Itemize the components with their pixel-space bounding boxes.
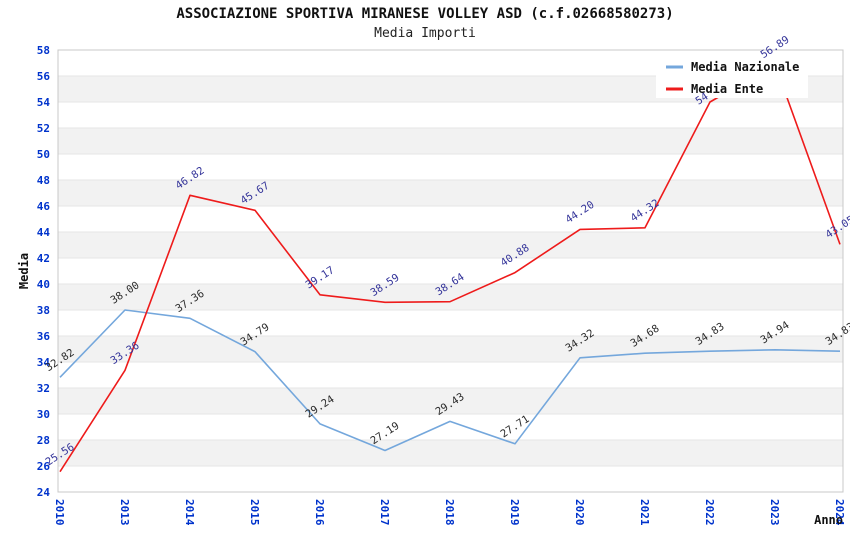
x-tick-label: 2023 <box>768 499 781 526</box>
x-axis-title: Anno <box>814 513 843 527</box>
y-tick-label: 24 <box>37 486 51 499</box>
x-tick-label: 2020 <box>573 499 586 526</box>
plot-background <box>58 50 843 492</box>
y-tick-label: 26 <box>37 460 51 473</box>
y-tick-label: 52 <box>37 122 50 135</box>
x-tick-label: 2010 <box>53 499 66 526</box>
x-tick-label: 2014 <box>183 499 196 526</box>
y-tick-label: 34 <box>37 356 51 369</box>
plot-band <box>58 128 843 154</box>
legend-label-media-ente: Media Ente <box>691 82 763 96</box>
x-tick-label: 2019 <box>508 499 521 526</box>
plot-band <box>58 180 843 206</box>
y-tick-label: 54 <box>37 96 51 109</box>
y-tick-label: 36 <box>37 330 51 343</box>
y-tick-label: 32 <box>37 382 50 395</box>
x-tick-label: 2022 <box>703 499 716 526</box>
y-tick-label: 28 <box>37 434 50 447</box>
series-line-media-ente <box>59 63 841 473</box>
y-tick-label: 38 <box>37 304 50 317</box>
plot-band <box>58 284 843 310</box>
point-label-media-ente: 54 <box>693 91 710 108</box>
x-tick-label: 2021 <box>638 499 651 526</box>
x-tick-label: 2016 <box>313 499 326 526</box>
y-tick-label: 42 <box>37 252 50 265</box>
y-axis-title: Media <box>17 253 31 289</box>
y-tick-label: 56 <box>37 70 51 83</box>
x-tick-label: 2017 <box>378 499 391 526</box>
series-line-media-nazionale <box>59 309 841 452</box>
chart-title: ASSOCIAZIONE SPORTIVA MIRANESE VOLLEY AS… <box>176 6 674 22</box>
y-tick-label: 30 <box>37 408 50 421</box>
y-tick-label: 50 <box>37 148 50 161</box>
chart-subtitle: Media Importi <box>374 26 476 41</box>
x-tick-label: 2013 <box>118 499 131 526</box>
legend-label-media-nazionale: Media Nazionale <box>691 60 799 74</box>
plot-band <box>58 336 843 362</box>
plot-band <box>58 232 843 258</box>
y-tick-label: 58 <box>37 44 50 57</box>
y-tick-label: 46 <box>37 200 51 213</box>
plot-band <box>58 440 843 466</box>
y-tick-label: 40 <box>37 278 50 291</box>
y-tick-label: 44 <box>37 226 51 239</box>
plot-band <box>58 388 843 414</box>
x-tick-label: 2015 <box>248 499 261 526</box>
y-tick-label: 48 <box>37 174 50 187</box>
plot-border <box>57 49 844 493</box>
x-tick-label: 2024 <box>833 499 846 526</box>
x-tick-label: 2018 <box>443 499 456 526</box>
